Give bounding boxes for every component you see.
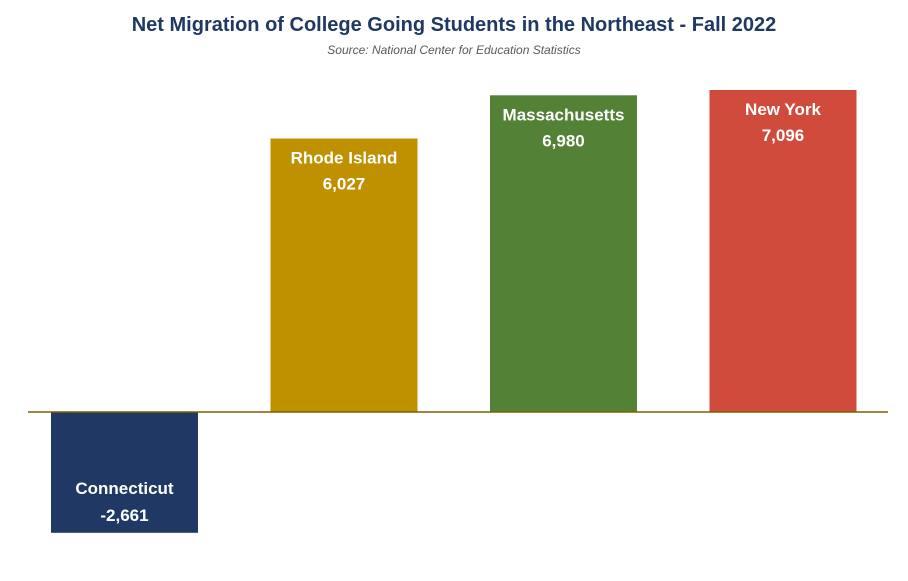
bar-value-label: 6,980 — [542, 131, 585, 150]
bar-rhode-island — [270, 138, 418, 412]
bar-category-label: Massachusetts — [503, 105, 625, 124]
bar-value-label: 7,096 — [762, 126, 805, 145]
bar-value-label: 6,027 — [323, 175, 366, 194]
chart-subtitle: Source: National Center for Education St… — [327, 43, 581, 57]
chart-title: Net Migration of College Going Students … — [131, 14, 777, 36]
bar-category-label: Rhode Island — [291, 149, 398, 168]
bar-value-label: -2,661 — [100, 506, 148, 525]
bar-category-label: Connecticut — [75, 479, 174, 498]
bar-new-york — [709, 90, 857, 412]
bar-massachusetts — [490, 95, 637, 413]
bar-category-label: New York — [745, 100, 821, 119]
bar-connecticut — [51, 412, 198, 533]
